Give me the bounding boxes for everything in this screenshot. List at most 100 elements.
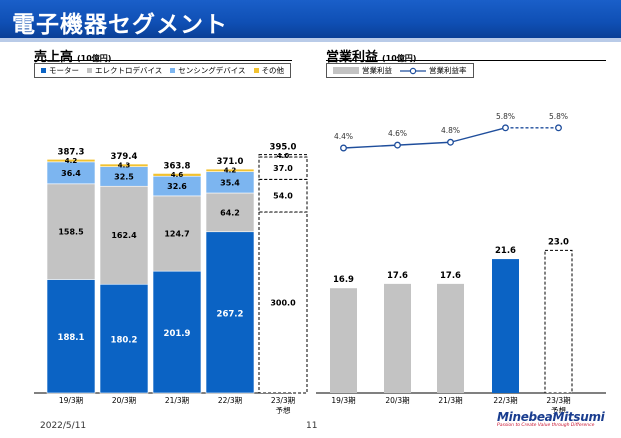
- sales-bar-3-1: [99, 163, 149, 167]
- profit-category-3: 22/3期: [493, 396, 517, 405]
- margin-point-0: [340, 144, 347, 152]
- profit-chart-title: 営業利益 (10億円): [326, 46, 416, 65]
- legend-motor-label: モーター: [49, 66, 79, 75]
- sales-category-2: 21/3期: [165, 396, 189, 405]
- logo-tagline: Passion to Create Value through Differen…: [497, 423, 595, 428]
- profit-unit: (10億円): [382, 54, 417, 63]
- sales-total-1: 379.4: [111, 152, 138, 162]
- sales-category-note-4: 予想: [276, 405, 291, 415]
- sales-label-1-2: 124.7: [164, 230, 189, 239]
- sales-bar-3-0: [46, 159, 96, 163]
- margin-point-3: [502, 124, 509, 132]
- legend-op-margin: 営業利益率: [400, 65, 467, 76]
- sales-bar-0-4: [258, 211, 308, 394]
- sales-category-3: 22/3期: [218, 396, 242, 405]
- sales-category-1: 20/3期: [112, 396, 136, 405]
- sales-label-2-4: 37.0: [273, 164, 293, 173]
- sales-label-3-2: 4.6: [171, 171, 184, 179]
- sales-label-1-1: 162.4: [111, 231, 137, 240]
- sales-label-3-4: 4.0: [277, 152, 290, 160]
- sales-total-3: 371.0: [217, 157, 244, 167]
- sales-label-0-2: 201.9: [164, 329, 191, 339]
- sales-bar-1-2: [152, 195, 202, 272]
- sales-title-underline: [34, 60, 292, 61]
- margin-line-segment-1: [397, 141, 451, 146]
- legend-electro-swatch: [87, 68, 92, 73]
- margin-point-4: [555, 124, 562, 132]
- profit-bar-3: [492, 259, 519, 393]
- sales-label-1-0: 158.5: [58, 228, 84, 237]
- sales-chart-title: 売上高 (10億円): [34, 46, 111, 65]
- margin-point-1: [394, 141, 401, 149]
- sales-category-0: 19/3期: [59, 396, 83, 405]
- company-logo: MinebeaMitsumi Passion to Create Value t…: [497, 410, 613, 428]
- sales-label-3-1: 4.3: [118, 162, 131, 170]
- footer-date: 2022/5/11: [40, 421, 87, 431]
- sales-bar-3-2: [152, 173, 202, 177]
- legend-sensing-label: センシングデバイス: [178, 66, 246, 75]
- sales-label-2-0: 36.4: [61, 169, 81, 178]
- margin-line-segment-0: [343, 144, 398, 149]
- page-title: 電子機器セグメント: [12, 12, 228, 38]
- margin-label-3: 5.8%: [496, 112, 515, 121]
- sales-category-4: 23/3期: [271, 396, 295, 405]
- legend-sensing: センシングデバイス: [170, 65, 246, 76]
- legend-motor-swatch: [41, 68, 46, 73]
- profit-category-note-4: 予想: [551, 405, 566, 415]
- margin-point-2: [447, 138, 454, 146]
- title-underline: [0, 38, 621, 42]
- profit-bar-2: [437, 283, 464, 393]
- sales-label-0-4: 300.0: [270, 298, 296, 307]
- legend-other-swatch: [253, 68, 259, 73]
- sales-unit: (10億円): [77, 54, 112, 63]
- sales-label-0-1: 180.2: [111, 336, 138, 346]
- legend-line-icon: [400, 67, 426, 74]
- legend-motor: モーター: [41, 65, 79, 76]
- margin-label-1: 4.6%: [388, 129, 407, 138]
- profit-bar-0: [330, 288, 357, 393]
- margin-line-segment-2: [450, 127, 506, 143]
- profit-value-label-0: 16.9: [333, 275, 354, 285]
- profit-title-text: 営業利益: [326, 50, 379, 65]
- sales-legend: モーター エレクトロデバイス センシングデバイス その他: [34, 63, 292, 78]
- sales-label-0-0: 188.1: [58, 333, 85, 343]
- margin-label-0: 4.4%: [334, 132, 353, 141]
- title-bar: 電子機器セグメント: [0, 0, 621, 38]
- legend-op-margin-label: 営業利益率: [429, 66, 467, 75]
- sales-title-text: 売上高: [34, 50, 74, 65]
- sales-bar-0-1: [99, 283, 149, 394]
- sales-total-2: 363.8: [164, 161, 191, 171]
- legend-op-profit: 営業利益: [333, 65, 392, 76]
- sales-bar-1-1: [99, 185, 149, 285]
- legend-other-label: その他: [261, 66, 285, 75]
- profit-value-label-1: 17.6: [387, 271, 408, 281]
- profit-legend: 営業利益 営業利益率: [326, 63, 474, 78]
- profit-category-2: 21/3期: [438, 396, 462, 405]
- legend-electro-label: エレクトロデバイス: [95, 66, 163, 75]
- sales-label-1-3: 64.2: [220, 208, 240, 217]
- profit-value-label-3: 21.6: [495, 246, 516, 256]
- sales-bar-1-3: [205, 192, 255, 233]
- sales-label-1-4: 54.0: [273, 192, 293, 201]
- sales-bar-0-0: [46, 279, 96, 394]
- sales-bar-1-0: [46, 183, 96, 280]
- profit-category-1: 20/3期: [385, 396, 409, 405]
- sales-label-3-3: 4.2: [224, 167, 237, 175]
- profit-bar-4: [544, 249, 573, 394]
- profit-bar-1: [384, 283, 411, 393]
- sales-bar-2-4: [258, 156, 308, 180]
- page-number: 11: [306, 421, 318, 431]
- sales-label-2-1: 32.5: [114, 172, 134, 181]
- sales-bar-3-4: [258, 154, 308, 158]
- sales-bar-0-3: [205, 231, 255, 394]
- legend-other: その他: [253, 65, 285, 76]
- sales-total-0: 387.3: [58, 147, 85, 157]
- margin-label-2: 4.8%: [441, 126, 460, 135]
- legend-op-profit-swatch: [333, 67, 359, 74]
- sales-label-2-3: 35.4: [220, 178, 240, 187]
- sales-bar-1-4: [258, 178, 308, 213]
- margin-label-4: 5.8%: [549, 112, 568, 121]
- sales-total-4: 395.0: [270, 143, 297, 153]
- profit-value-label-4: 23.0: [548, 237, 569, 247]
